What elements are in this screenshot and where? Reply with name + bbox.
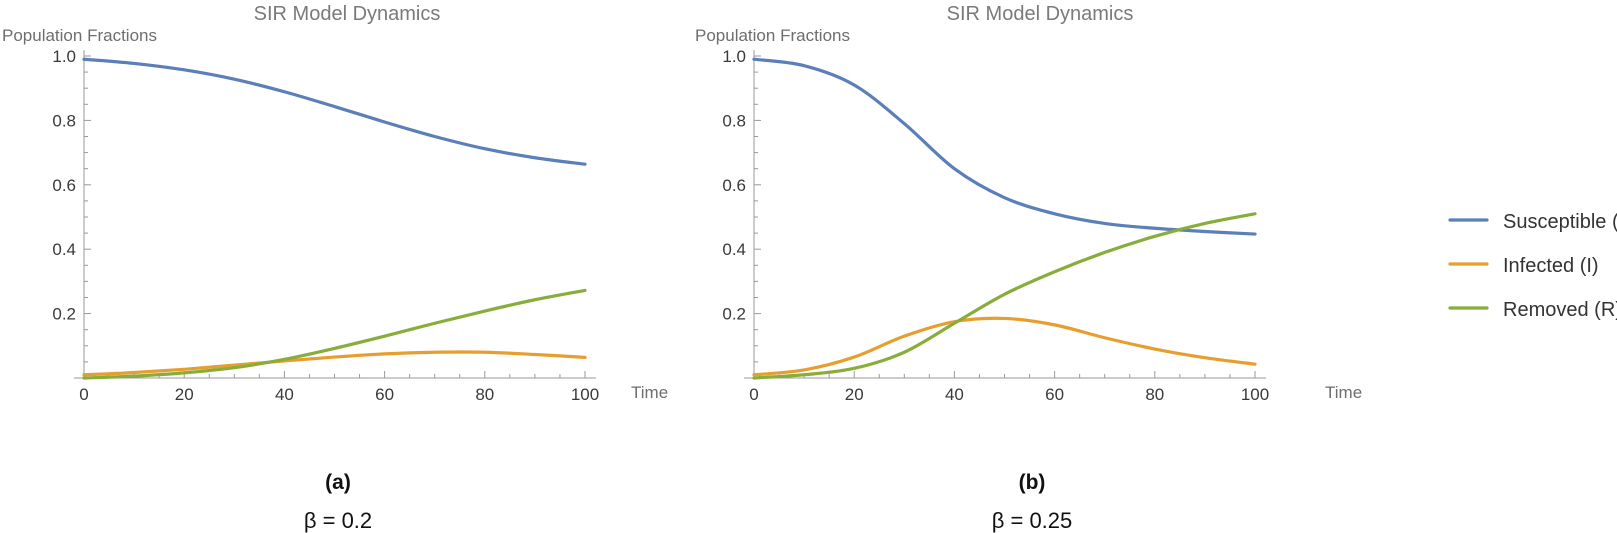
legend-label-removed: Removed (R) — [1503, 299, 1617, 321]
x-tick-label: 20 — [175, 385, 194, 404]
legend-item-removed: Removed (R) — [1448, 299, 1617, 321]
curves — [82, 57, 587, 380]
y-tick-label: 1.0 — [52, 47, 76, 66]
y-tick-label: 0.6 — [52, 176, 76, 195]
chart-panel-b: SIR Model Dynamics Population Fractions … — [695, 3, 1362, 533]
legend-item-infected: Infected (I) — [1448, 255, 1599, 277]
y-tick-label: 0.2 — [722, 305, 746, 324]
axes: 0 20 40 60 80 100 0.2 0.4 0.6 0.8 1.0 — [52, 47, 599, 404]
legend: Susceptible (S) Infected (I) Removed (R) — [1448, 211, 1617, 321]
curves — [752, 57, 1257, 380]
y-tick-label: 0.4 — [52, 240, 76, 259]
x-tick-label: 20 — [845, 385, 864, 404]
y-axis-label: Population Fractions — [2, 26, 157, 45]
chart-title: SIR Model Dynamics — [947, 3, 1134, 25]
y-axis-label: Population Fractions — [695, 26, 850, 45]
x-tick-label: 60 — [375, 385, 394, 404]
series-line-infected — [752, 316, 1257, 377]
panel-label: (b) — [1019, 471, 1046, 494]
x-tick-label: 100 — [1241, 385, 1269, 404]
x-axis-label: Time — [1325, 383, 1362, 402]
x-tick-label: 80 — [1145, 385, 1164, 404]
x-tick-label: 0 — [79, 385, 88, 404]
panel-label: (a) — [325, 471, 351, 494]
panel-caption: β = 0.2 — [304, 508, 372, 533]
x-tick-label: 60 — [1045, 385, 1064, 404]
series-line-infected — [82, 350, 587, 377]
x-tick-label: 40 — [945, 385, 964, 404]
panel-caption: β = 0.25 — [992, 508, 1073, 533]
y-tick-label: 1.0 — [722, 47, 746, 66]
x-tick-label: 80 — [475, 385, 494, 404]
y-tick-label: 0.2 — [52, 305, 76, 324]
y-tick-label: 0.6 — [722, 176, 746, 195]
y-tick-label: 0.8 — [722, 111, 746, 130]
y-tick-label: 0.8 — [52, 111, 76, 130]
y-tick-label: 0.4 — [722, 240, 746, 259]
axes: 0 20 40 60 80 100 0.2 0.4 0.6 0.8 1.0 — [722, 47, 1269, 404]
x-tick-label: 100 — [571, 385, 599, 404]
series-line-susceptible — [82, 57, 587, 166]
legend-label-susceptible: Susceptible (S) — [1503, 211, 1617, 233]
series-line-removed — [752, 212, 1257, 380]
x-tick-label: 40 — [275, 385, 294, 404]
series-line-removed — [82, 288, 587, 380]
x-tick-label: 0 — [749, 385, 758, 404]
legend-item-susceptible: Susceptible (S) — [1448, 211, 1617, 233]
legend-label-infected: Infected (I) — [1503, 255, 1599, 277]
chart-panel-a: SIR Model Dynamics Population Fractions … — [2, 3, 668, 533]
x-axis-label: Time — [631, 383, 668, 402]
series-line-susceptible — [752, 57, 1257, 236]
chart-title: SIR Model Dynamics — [254, 3, 441, 25]
